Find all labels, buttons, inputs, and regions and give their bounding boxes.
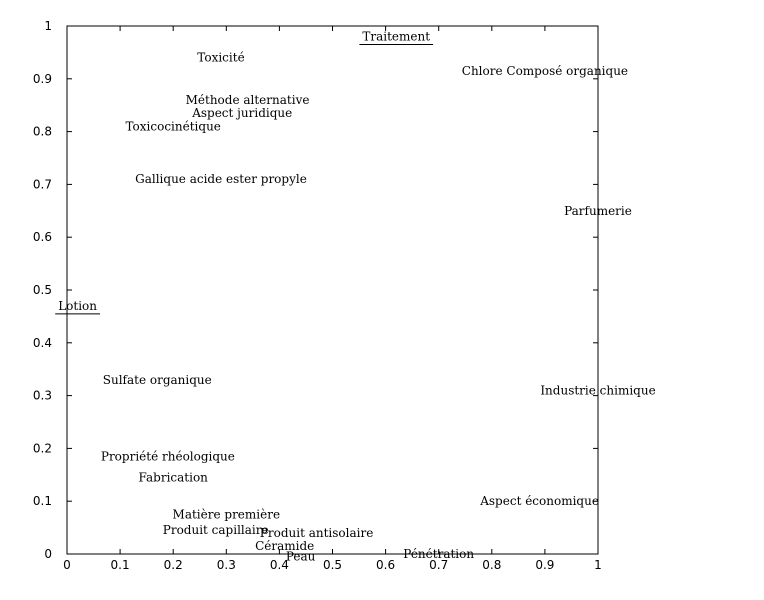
x-tick-label: 0.8 — [482, 558, 501, 572]
y-tick-label: 0.5 — [33, 283, 52, 297]
term-label: Sulfate organique — [103, 373, 212, 387]
term-label: Industrie chimique — [540, 383, 655, 397]
y-tick-label: 0.6 — [33, 230, 52, 244]
y-tick-label: 0.3 — [33, 389, 52, 403]
y-tick-label: 0.2 — [33, 441, 52, 455]
x-tick-label: 0.7 — [429, 558, 448, 572]
y-tick-label: 0.8 — [33, 125, 52, 139]
term-label: Toxicité — [197, 51, 244, 65]
y-tick-label: 0 — [44, 547, 52, 561]
term-labels: Traitement Toxicité Chlore Composé organiq… — [55, 30, 656, 564]
y-tick-label: 1 — [44, 19, 52, 33]
term-label: Produit capillaire — [163, 523, 269, 537]
y-tick-label: 0.9 — [33, 72, 52, 86]
x-tick-label: 0.4 — [270, 558, 289, 572]
y-tick-label: 0.7 — [33, 177, 52, 191]
term-label: Gallique acide ester propyle — [135, 172, 307, 186]
x-tick-label: 0.2 — [164, 558, 183, 572]
term-label: Produit antisolaire — [260, 526, 374, 540]
x-tick-label: 0.1 — [111, 558, 130, 572]
term-label: Peau — [286, 550, 316, 564]
x-tick-label: 0.3 — [217, 558, 236, 572]
y-tick-label: 0.4 — [33, 336, 52, 350]
term-label: Fabrication — [138, 470, 208, 484]
term-label: Aspect économique — [479, 494, 599, 508]
term-label: Aspect juridique — [191, 106, 292, 120]
term-label: Pénétration — [403, 547, 474, 561]
y-tick-label: 0.1 — [33, 494, 52, 508]
term-label: Matière première — [173, 507, 281, 521]
x-tick-label: 0.5 — [323, 558, 342, 572]
term-label: Chlore Composé organique — [462, 64, 628, 78]
term-label: Céramide — [255, 539, 314, 553]
term-label: Propriété rhéologique — [101, 449, 235, 463]
term-label: Toxicocinétique — [125, 119, 220, 133]
x-tick-label: 0 — [63, 558, 71, 572]
term-label: Parfumerie — [564, 204, 632, 218]
term-label: Méthode alternative — [186, 93, 310, 107]
x-tick-label: 0.9 — [535, 558, 554, 572]
x-tick-label: 1 — [594, 558, 602, 572]
ticks: 0 0.1 0.2 0.3 0.4 0.5 0.6 0.7 0.8 0.9 1 0 0.1 0.2 0.3 0… — [33, 19, 602, 572]
term-label: Lotion — [58, 299, 97, 313]
term-label: Traitement — [362, 30, 430, 44]
x-tick-label: 0.6 — [376, 558, 395, 572]
